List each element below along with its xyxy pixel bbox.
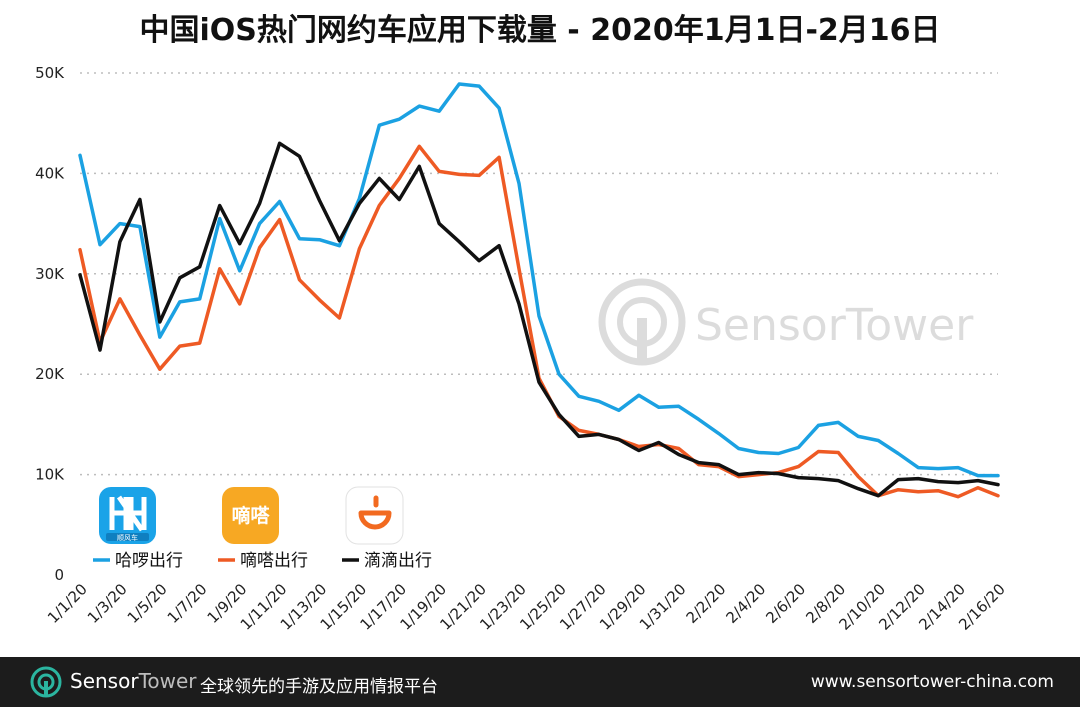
svg-text:顺风车: 顺风车 <box>117 533 138 542</box>
footer-brand: SensorTower <box>70 669 197 693</box>
y-tick-label: 20K <box>35 365 65 383</box>
x-tick-label: 1/3/20 <box>84 580 131 627</box>
watermark-text: SensorTower <box>695 300 974 351</box>
y-tick-label: 0 <box>54 566 64 584</box>
legend-label: 嘀嗒出行 <box>240 551 308 571</box>
legend-item-dida: 嘀嗒出行 <box>218 551 308 571</box>
line-chart: 中国iOS热门网约车应用下载量 - 2020年1月1日-2月16日 0 10K 20… <box>35 13 1009 634</box>
x-tick-label: 2/2/20 <box>683 580 730 627</box>
dida-app-icon: 嘀嗒 <box>222 487 279 544</box>
legend-label: 哈啰出行 <box>115 551 183 571</box>
sensortower-logo-icon <box>30 666 62 698</box>
x-tick-label: 1/7/20 <box>164 580 211 627</box>
footer-tagline: 全球领先的手游及应用情报平台 <box>200 677 438 697</box>
x-axis-ticks: 1/1/201/3/201/5/201/7/201/9/201/11/201/1… <box>44 580 1009 634</box>
y-tick-label: 40K <box>35 164 65 182</box>
hello-app-icon: 顺风车 <box>99 487 156 544</box>
x-tick-label: 2/4/20 <box>722 580 769 627</box>
didi-app-icon <box>345 486 404 545</box>
series-line-0 <box>78 82 1000 478</box>
series-lines <box>78 82 1000 499</box>
footer-brand-sensor: Sensor <box>70 669 139 693</box>
y-tick-label: 30K <box>35 265 65 283</box>
x-tick-label: 1/5/20 <box>124 580 171 627</box>
legend-item-didi: 滴滴出行 <box>342 551 432 571</box>
y-tick-label: 50K <box>35 64 65 82</box>
grid-lines <box>80 72 998 476</box>
svg-text:嘀嗒: 嘀嗒 <box>231 504 270 527</box>
footer-brand-tower: Tower <box>138 669 197 693</box>
legend-label: 滴滴出行 <box>364 551 432 571</box>
footer-bar: SensorTower 全球领先的手游及应用情报平台 www.sensortow… <box>0 657 1080 707</box>
watermark: SensorTower <box>598 278 974 366</box>
legend-item-hello: 哈啰出行 <box>93 551 183 571</box>
y-tick-label: 10K <box>35 466 65 484</box>
chart-title: 中国iOS热门网约车应用下载量 - 2020年1月1日-2月16日 <box>139 13 940 48</box>
footer-url[interactable]: www.sensortower-china.com <box>810 672 1054 692</box>
series-line-2 <box>78 141 1000 498</box>
x-tick-label: 2/6/20 <box>762 580 809 627</box>
legend-icons: 顺风车 嘀嗒 <box>99 486 404 545</box>
watermark-logo-stem <box>637 318 647 364</box>
y-axis-ticks: 0 10K 20K 30K 40K 50K <box>35 64 65 584</box>
x-tick-label: 1/1/20 <box>44 580 91 627</box>
legend: 哈啰出行 嘀嗒出行 滴滴出行 <box>93 551 432 571</box>
